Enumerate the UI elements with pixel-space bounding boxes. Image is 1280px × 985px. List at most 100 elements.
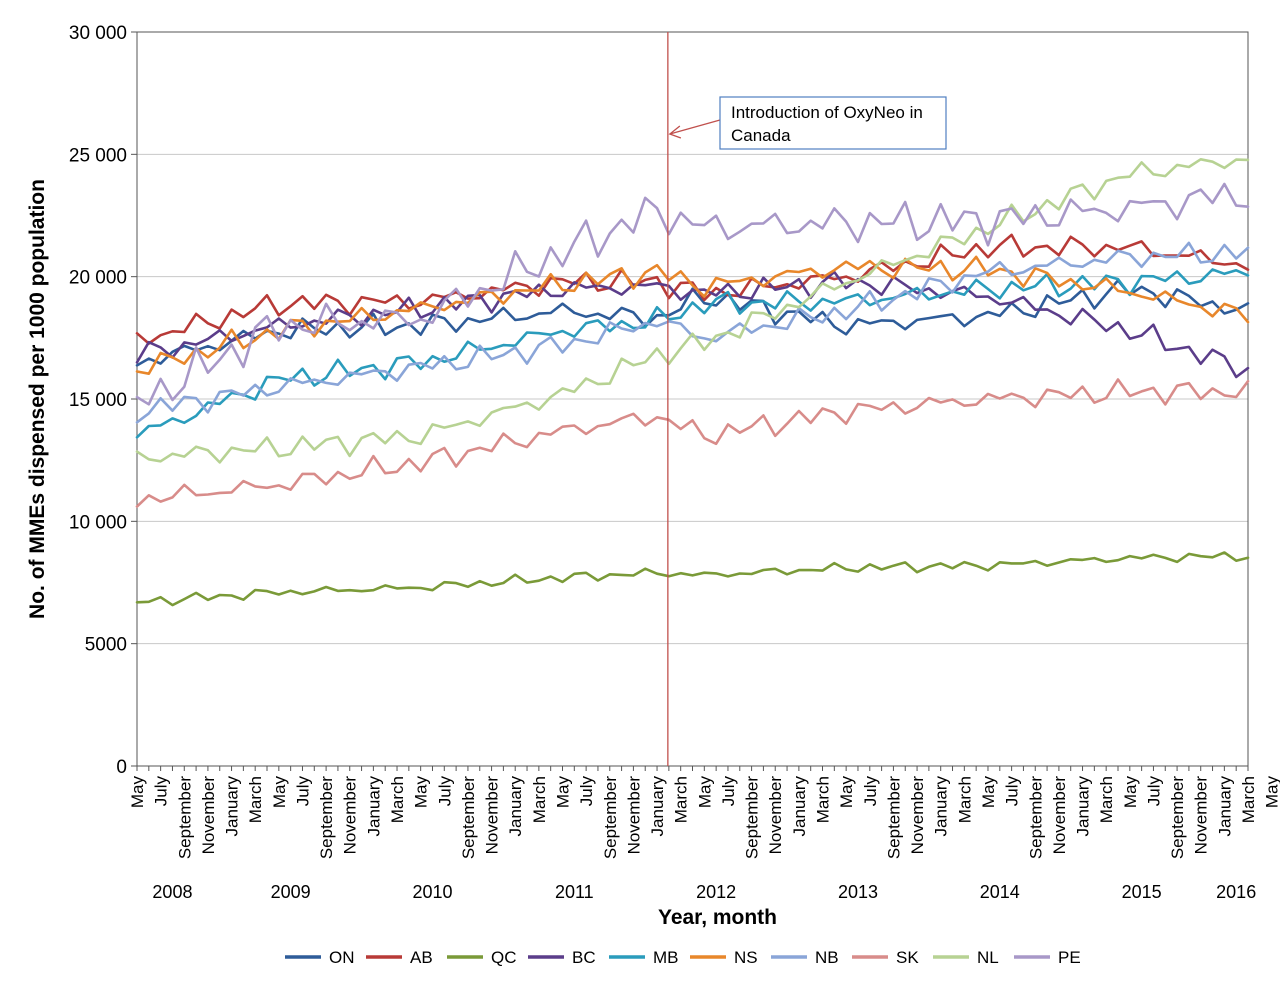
x-tick-label-36: May bbox=[979, 776, 998, 809]
annotation-box bbox=[719, 96, 947, 150]
x-tick-label-3: November bbox=[199, 776, 218, 855]
y-tick-label-2: 10 000 bbox=[69, 512, 127, 533]
x-tick-label-18: May bbox=[553, 776, 572, 809]
legend-label-ns: NS bbox=[734, 948, 758, 967]
series-line-ab bbox=[135, 233, 1250, 345]
x-tick-label-40: January bbox=[1074, 776, 1093, 837]
x-tick-label-6: May bbox=[270, 776, 289, 809]
x-tick-label-10: January bbox=[364, 776, 383, 837]
y-tick-label-0: 0 bbox=[116, 757, 127, 778]
legend-label-bc: BC bbox=[572, 948, 596, 967]
x-tick-label-24: May bbox=[695, 776, 714, 809]
x-tick-label-45: November bbox=[1192, 776, 1211, 855]
x-tick-label-12: May bbox=[412, 776, 431, 809]
x-tick-label-20: September bbox=[601, 776, 620, 859]
year-label-2013: 2013 bbox=[838, 882, 878, 902]
legend-label-mb: MB bbox=[653, 948, 679, 967]
x-tick-label-35: March bbox=[955, 776, 974, 823]
y-tick-label-6: 30 000 bbox=[69, 23, 127, 44]
legend-label-nb: NB bbox=[815, 948, 839, 967]
legend-label-nl: NL bbox=[977, 948, 999, 967]
legend-label-on: ON bbox=[329, 948, 355, 967]
series-line-on bbox=[135, 279, 1250, 367]
annotation-arrow bbox=[669, 119, 721, 135]
x-tick-label-42: May bbox=[1121, 776, 1140, 809]
year-label-2008: 2008 bbox=[152, 882, 192, 902]
x-tick-label-28: January bbox=[790, 776, 809, 837]
x-tick-label-13: July bbox=[435, 776, 454, 807]
x-tick-label-43: July bbox=[1144, 776, 1163, 807]
x-tick-label-48: May bbox=[1263, 776, 1280, 809]
x-tick-label-26: September bbox=[743, 776, 762, 859]
x-tick-label-1: July bbox=[152, 776, 171, 807]
x-tick-label-7: July bbox=[293, 776, 312, 807]
x-tick-label-31: July bbox=[861, 776, 880, 807]
series-line-pe bbox=[135, 182, 1250, 406]
year-label-2016: 2016 bbox=[1216, 882, 1256, 902]
annotation-text-line-1: Introduction of OxyNeo in bbox=[731, 103, 923, 122]
series-line-mb bbox=[135, 268, 1250, 439]
annotation-arrowhead bbox=[668, 125, 682, 139]
y-tick-label-1: 5000 bbox=[85, 635, 127, 656]
x-tick-label-14: September bbox=[459, 776, 478, 859]
x-tick-label-21: November bbox=[624, 776, 643, 855]
year-label-2010: 2010 bbox=[412, 882, 452, 902]
x-tick-label-38: September bbox=[1026, 776, 1045, 859]
year-labels: 2008 2009 2010 2011 2012 2013 2014 2015 2016 bbox=[152, 882, 1256, 902]
x-tick-label-8: September bbox=[317, 776, 336, 859]
x-axis-ticks: May July September November January March May J… bbox=[128, 766, 1280, 859]
x-tick-label-37: July bbox=[1003, 776, 1022, 807]
series-line-nb bbox=[135, 241, 1250, 424]
x-tick-label-11: March bbox=[388, 776, 407, 823]
x-tick-label-47: March bbox=[1239, 776, 1258, 823]
x-axis-title: Year, month bbox=[658, 906, 777, 929]
grid-lines bbox=[137, 153, 1248, 645]
series-lines bbox=[135, 158, 1250, 607]
x-tick-label-32: September bbox=[884, 776, 903, 859]
annotation: Introduction of OxyNeo in Canada bbox=[667, 32, 947, 766]
series-line-nl bbox=[135, 158, 1250, 464]
x-tick-label-30: May bbox=[837, 776, 856, 809]
series-line-bc bbox=[135, 270, 1250, 379]
y-tick-label-3: 15 000 bbox=[69, 390, 127, 411]
x-tick-label-25: July bbox=[719, 776, 738, 807]
legend-label-qc: QC bbox=[491, 948, 517, 967]
year-label-2011: 2011 bbox=[555, 882, 594, 902]
x-tick-label-19: July bbox=[577, 776, 596, 807]
year-label-2014: 2014 bbox=[980, 882, 1020, 902]
x-tick-label-16: January bbox=[506, 776, 525, 837]
year-label-2012: 2012 bbox=[696, 882, 736, 902]
x-tick-label-46: January bbox=[1215, 776, 1234, 837]
x-tick-label-17: March bbox=[530, 776, 549, 823]
legend: ON AB QC BC MB NS NB SK NL PE bbox=[285, 948, 1081, 967]
x-tick-label-23: March bbox=[672, 776, 691, 823]
x-tick-label-44: September bbox=[1168, 776, 1187, 859]
year-label-2009: 2009 bbox=[271, 882, 311, 902]
series-line-sk bbox=[135, 378, 1250, 508]
series-line-qc bbox=[135, 551, 1250, 607]
x-tick-label-5: March bbox=[246, 776, 265, 823]
legend-label-sk: SK bbox=[896, 948, 919, 967]
x-tick-label-29: March bbox=[814, 776, 833, 823]
y-axis-title: No. of MMEs dispensed per 1000 populatio… bbox=[26, 179, 49, 619]
x-tick-label-2: September bbox=[175, 776, 194, 859]
x-tick-label-9: November bbox=[341, 776, 360, 855]
annotation-text-line-2: Canada bbox=[731, 126, 791, 145]
x-tick-label-39: November bbox=[1050, 776, 1069, 855]
x-tick-label-4: January bbox=[223, 776, 242, 837]
x-tick-label-33: November bbox=[908, 776, 927, 855]
year-label-2015: 2015 bbox=[1122, 882, 1162, 902]
legend-label-pe: PE bbox=[1058, 948, 1081, 967]
legend-label-ab: AB bbox=[410, 948, 433, 967]
y-tick-label-4: 20 000 bbox=[69, 268, 127, 289]
y-axis-ticks: 0 5000 10 000 15 000 20 000 25 000 30 000 bbox=[69, 23, 137, 778]
x-tick-label-34: January bbox=[932, 776, 951, 837]
x-tick-label-27: November bbox=[766, 776, 785, 855]
x-tick-label-22: January bbox=[648, 776, 667, 837]
x-tick-label-15: November bbox=[483, 776, 502, 855]
y-tick-label-5: 25 000 bbox=[69, 145, 127, 166]
x-tick-label-41: March bbox=[1097, 776, 1116, 823]
series-line-ns bbox=[135, 255, 1250, 376]
x-tick-label-0: May bbox=[128, 776, 147, 809]
